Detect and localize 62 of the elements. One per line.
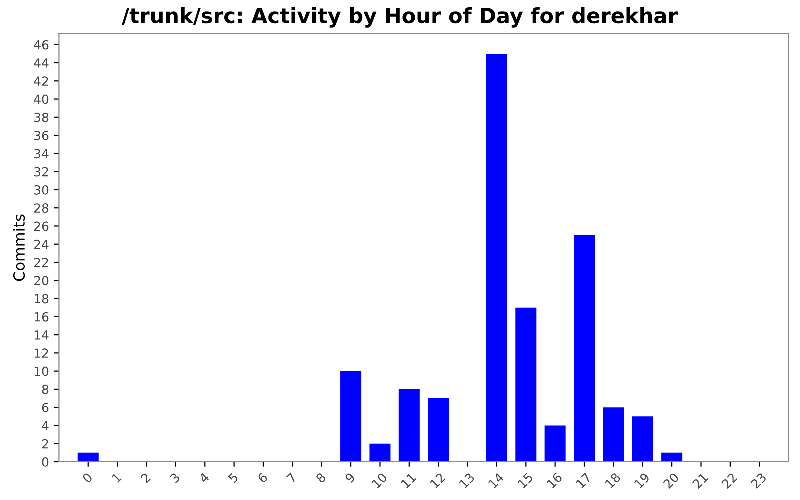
x-tick-label: 20 <box>662 472 680 490</box>
bar <box>78 452 99 462</box>
y-tick-label: 24 <box>34 240 49 250</box>
bar <box>486 54 508 462</box>
x-tick-label: 23 <box>750 472 768 490</box>
x-tick-label: 10 <box>371 472 388 489</box>
y-tick-label: 0 <box>42 457 49 467</box>
y-tick-label: 16 <box>34 312 49 322</box>
x-tick-label: 12 <box>430 472 446 489</box>
y-tick-label: 10 <box>34 366 49 376</box>
y-axis-title: Commits <box>13 214 26 282</box>
y-tick-label: 8 <box>42 384 49 394</box>
bar <box>428 398 450 462</box>
x-tick-label: 13 <box>459 472 476 489</box>
x-tick-label: 9 <box>344 472 356 484</box>
x-tick-label: 21 <box>692 472 708 490</box>
x-tick-label: 11 <box>400 472 417 489</box>
x-tick-label: 1 <box>112 472 122 484</box>
x-tick-label: 14 <box>488 472 505 489</box>
x-tick-label: 18 <box>604 472 622 489</box>
y-tick-label: 40 <box>34 94 49 104</box>
bar <box>662 452 683 462</box>
bar <box>516 308 537 462</box>
bar <box>632 416 654 462</box>
y-tick-label: 20 <box>34 276 49 286</box>
x-tick-label: 3 <box>170 472 181 484</box>
x-tick-label: 8 <box>316 472 327 484</box>
y-tick-label: 44 <box>34 58 49 68</box>
bar <box>603 408 624 462</box>
y-tick-label: 22 <box>34 258 48 268</box>
x-tick-label: 17 <box>576 472 592 489</box>
x-tick-label: 15 <box>517 472 534 489</box>
y-tick-label: 28 <box>34 204 49 214</box>
bar <box>574 235 596 462</box>
bar <box>544 426 566 462</box>
x-tick-label: 0 <box>82 472 94 484</box>
y-tick-label: 26 <box>34 222 49 232</box>
x-tick-label: 4 <box>198 472 210 484</box>
x-tick-label: 16 <box>546 472 563 489</box>
y-tick-label: 6 <box>42 403 49 413</box>
bar <box>398 389 420 462</box>
x-tick-label: 7 <box>286 472 298 484</box>
x-tick-label: 19 <box>634 472 650 489</box>
y-tick-label: 30 <box>34 185 49 195</box>
y-tick-label: 34 <box>34 149 49 159</box>
x-tick-label: 2 <box>140 472 152 484</box>
y-tick-label: 14 <box>34 330 49 340</box>
x-tick-label: 22 <box>721 472 738 490</box>
y-tick-label: 18 <box>34 294 49 304</box>
y-tick-label: 4 <box>42 421 49 430</box>
chart-title: /trunk/src: Activity by Hour of Day for derekhar <box>122 8 678 28</box>
x-tick-label: 6 <box>257 472 268 484</box>
y-tick-label: 38 <box>34 112 49 122</box>
y-tick-label: 46 <box>34 40 49 50</box>
x-tick-label: 5 <box>228 472 239 484</box>
y-tick-label: 36 <box>34 131 49 140</box>
y-tick-label: 2 <box>42 439 48 449</box>
y-tick-label: 12 <box>34 348 48 358</box>
y-tick-label: 42 <box>34 76 48 86</box>
bar <box>370 444 391 462</box>
bar <box>340 371 362 462</box>
y-tick-label: 32 <box>34 167 48 177</box>
